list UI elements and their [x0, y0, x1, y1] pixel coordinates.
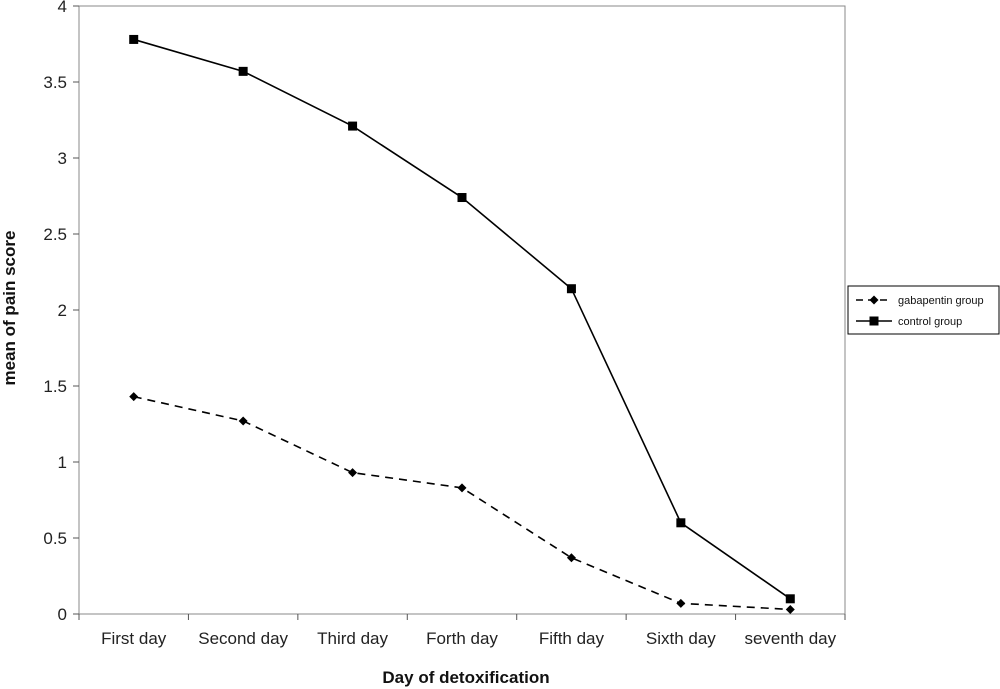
data-point-square: [348, 121, 358, 131]
data-point-square: [129, 34, 139, 44]
y-axis: 0 0.5 1 1.5 2 2.5 3 3.5 4: [43, 0, 79, 624]
x-tick-label: First day: [101, 629, 167, 648]
x-tick-label: Sixth day: [646, 629, 716, 648]
series-gabapentin-group: [129, 392, 795, 614]
legend-label-control: control group: [898, 316, 962, 328]
x-tick-label: Forth day: [426, 629, 498, 648]
plot-area: [78, 5, 846, 615]
x-axis-title: Day of detoxification: [382, 668, 549, 687]
y-tick-label: 0: [58, 605, 67, 624]
y-tick-label: 3: [58, 149, 67, 168]
x-tick-label: seventh day: [744, 629, 836, 648]
legend-label-gabapentin: gabapentin group: [898, 295, 984, 307]
y-axis-title: mean of pain score: [0, 231, 19, 386]
x-tick-label: Third day: [317, 629, 388, 648]
y-tick-label: 2: [58, 301, 67, 320]
data-point-square: [785, 594, 795, 604]
y-tick-label: 3.5: [43, 73, 67, 92]
data-point-diamond: [457, 483, 467, 493]
y-tick-label: 0.5: [43, 529, 67, 548]
data-point-diamond: [348, 468, 358, 478]
y-tick-label: 4: [58, 0, 67, 16]
series-control-group: [129, 34, 795, 604]
legend-marker-square-icon: [869, 316, 879, 326]
x-axis: First day Second day Third day Forth day Fif…: [78, 614, 846, 648]
data-point-diamond: [129, 392, 139, 402]
series-layer: [129, 34, 795, 614]
data-point-square: [566, 284, 576, 294]
data-point-square: [676, 518, 686, 528]
data-point-diamond: [676, 598, 686, 608]
data-point-square: [457, 193, 467, 203]
data-point-diamond: [785, 604, 795, 614]
legend-box: [847, 285, 1000, 335]
data-point-diamond: [238, 416, 248, 426]
x-tick-label: Fifth day: [539, 629, 605, 648]
y-tick-label: 2.5: [43, 225, 67, 244]
legend-marker-diamond-icon: [869, 295, 879, 305]
data-point-square: [238, 66, 248, 76]
y-tick-label: 1.5: [43, 377, 67, 396]
legend: gabapentin group control group: [847, 285, 1000, 335]
y-tick-label: 1: [58, 453, 67, 472]
x-tick-label: Second day: [198, 629, 288, 648]
data-point-diamond: [566, 553, 576, 563]
